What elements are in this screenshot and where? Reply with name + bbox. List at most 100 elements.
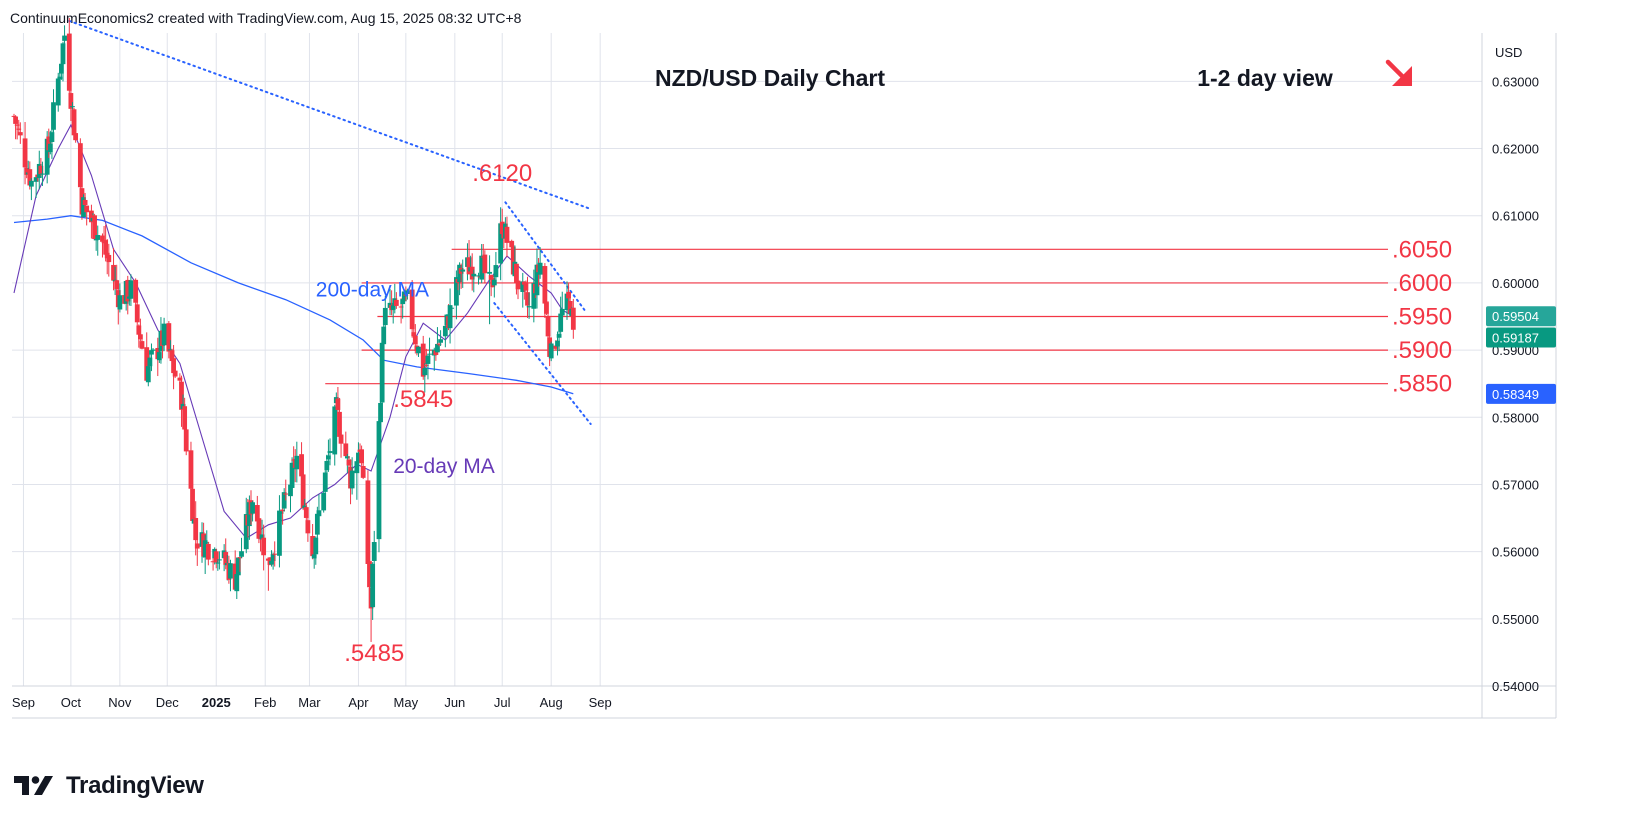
candle: [277, 495, 282, 568]
candle-body: [321, 492, 327, 511]
level-label: .6000: [1392, 270, 1452, 297]
candle-body: [177, 377, 183, 381]
candle: [305, 515, 311, 542]
x-tick-label: Mar: [298, 695, 321, 710]
candle: [487, 255, 492, 325]
candle: [493, 252, 499, 282]
candle: [327, 438, 333, 466]
candle-body: [412, 335, 418, 344]
candle-body: [103, 240, 109, 255]
candle-body: [254, 505, 260, 522]
candle: [294, 441, 300, 483]
candle-body: [544, 302, 549, 314]
y-tick-label: 0.60000: [1492, 276, 1539, 291]
candle: [371, 530, 377, 578]
tradingview-branding[interactable]: TradingView: [14, 772, 204, 800]
candle: [40, 161, 45, 186]
candle-body: [51, 102, 56, 130]
candle: [469, 253, 475, 291]
candle: [326, 439, 331, 472]
candle-body: [27, 169, 33, 186]
candle-body: [66, 33, 72, 91]
price-badge[interactable]: 0.58349: [1486, 383, 1556, 404]
candle-body: [73, 133, 79, 141]
candle-body: [139, 341, 145, 349]
candle-body: [360, 466, 366, 478]
candle: [338, 420, 344, 458]
candle-body: [488, 275, 494, 280]
candle-body: [370, 563, 376, 608]
candle-body: [117, 295, 123, 310]
candle-body: [344, 456, 350, 459]
candle: [359, 445, 364, 466]
candle-body: [281, 492, 287, 509]
candle: [194, 528, 200, 566]
candle-body: [144, 347, 150, 381]
candle: [400, 298, 406, 319]
candle-body: [433, 350, 439, 356]
price-badge[interactable]: 0.59187: [1486, 327, 1556, 348]
candle-body: [70, 106, 75, 108]
candle-body: [420, 343, 426, 377]
x-tick-label: May: [394, 695, 419, 710]
candle-body: [24, 167, 30, 175]
candle-body: [11, 115, 17, 117]
candle: [471, 269, 477, 293]
candle-body: [311, 554, 317, 559]
candle-body: [401, 291, 407, 302]
candle: [138, 318, 143, 342]
candle: [504, 216, 510, 258]
candle: [559, 291, 565, 324]
y-tick-label: 0.55000: [1492, 612, 1539, 627]
candle: [228, 559, 233, 592]
candle: [139, 334, 145, 350]
candle: [237, 556, 243, 572]
candle-body: [346, 459, 352, 466]
candle-body: [106, 254, 112, 263]
candle: [360, 451, 366, 480]
candle: [272, 541, 278, 567]
candle-body: [542, 266, 548, 304]
arrow-down-right-icon: [1385, 59, 1412, 86]
candle-body: [487, 271, 492, 274]
candle-body: [114, 280, 120, 290]
candle-body: [234, 574, 240, 592]
candle: [343, 431, 349, 458]
candle: [183, 419, 189, 456]
candle-body: [438, 339, 443, 343]
tradingview-logo-icon: [14, 776, 53, 795]
x-tick-label: Nov: [108, 695, 132, 710]
candle-body: [40, 173, 45, 175]
y-tick-label: 0.57000: [1492, 477, 1539, 492]
candle-body: [59, 63, 64, 74]
candle-body: [449, 307, 455, 309]
price-badge[interactable]: 0.59504: [1486, 306, 1556, 327]
candle-body: [38, 165, 44, 175]
candle: [447, 288, 453, 344]
candle-body: [378, 402, 383, 423]
candle: [479, 244, 485, 284]
candle-body: [510, 246, 516, 275]
candle-body: [95, 235, 101, 240]
candle-body: [422, 368, 428, 376]
candle: [370, 562, 376, 620]
candle-body: [62, 35, 67, 41]
candle-body: [235, 557, 241, 576]
candle: [133, 278, 139, 306]
candle-body: [289, 462, 295, 488]
candle-body: [354, 461, 360, 474]
level-label: .5950: [1392, 304, 1452, 331]
candle-body: [379, 342, 385, 403]
candle-body: [44, 138, 50, 175]
candle-body: [202, 540, 208, 558]
candle-body: [179, 381, 184, 410]
candle-body: [111, 264, 116, 281]
candle-body: [134, 304, 140, 323]
candle-body: [515, 280, 521, 290]
candle-body: [425, 355, 431, 364]
candle-body: [534, 264, 540, 296]
candle-body: [526, 306, 532, 308]
price-annotation: .6120: [472, 160, 532, 187]
candle-body: [183, 429, 189, 452]
